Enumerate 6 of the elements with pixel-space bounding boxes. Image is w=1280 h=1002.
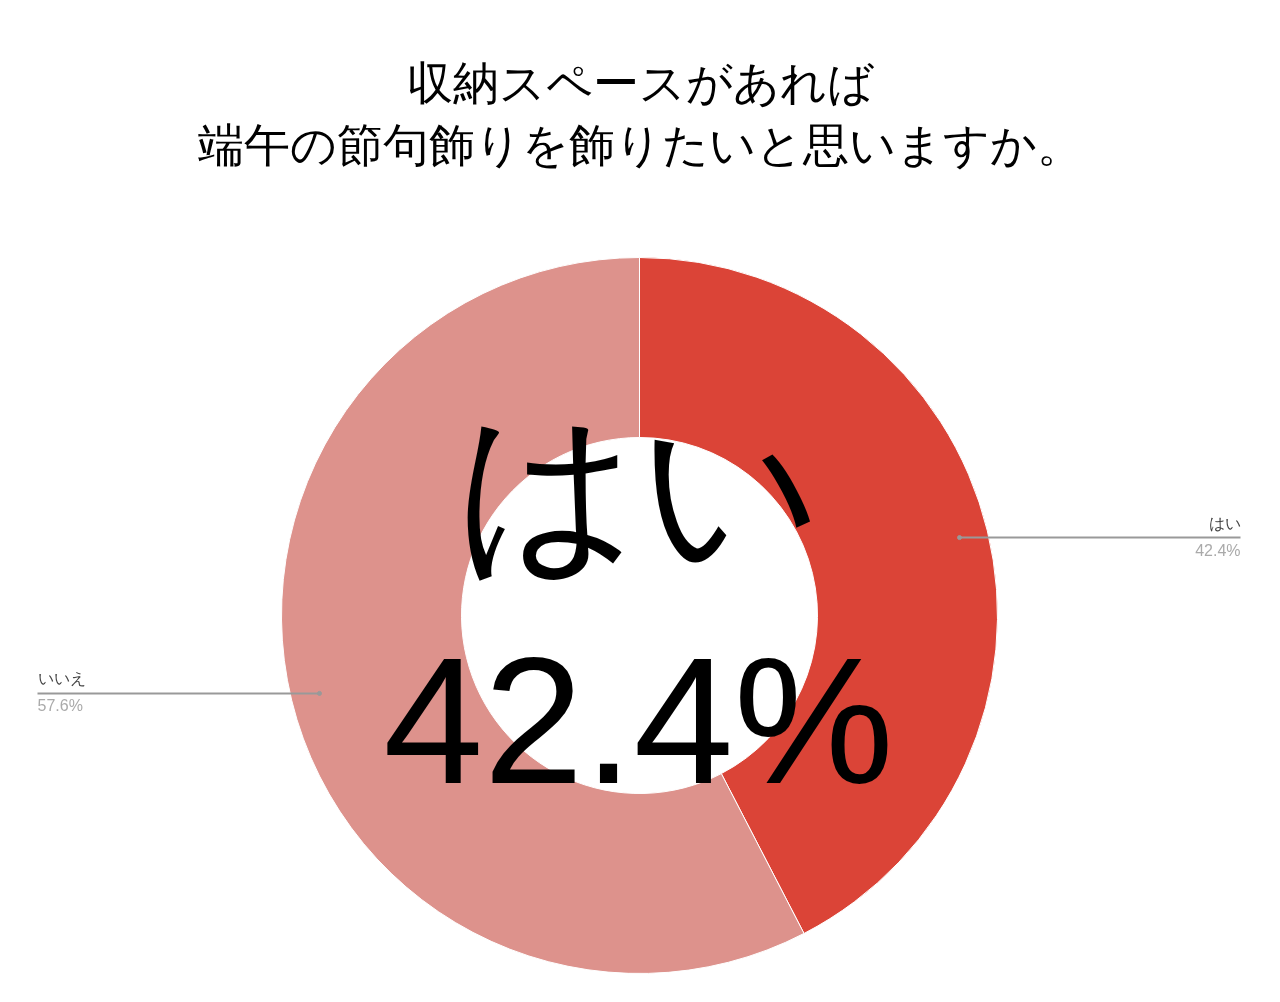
slice-label: いいえ bbox=[37, 670, 86, 688]
slice-label: はい bbox=[1208, 514, 1241, 532]
data-label: 42.4% bbox=[1195, 541, 1241, 559]
chart-title: 収納スペースがあれば bbox=[407, 56, 875, 109]
chart-subtitle: 端午の節句飾りを飾りたいと思いますか。 bbox=[198, 118, 1083, 171]
data-label: 57.6% bbox=[37, 697, 83, 715]
